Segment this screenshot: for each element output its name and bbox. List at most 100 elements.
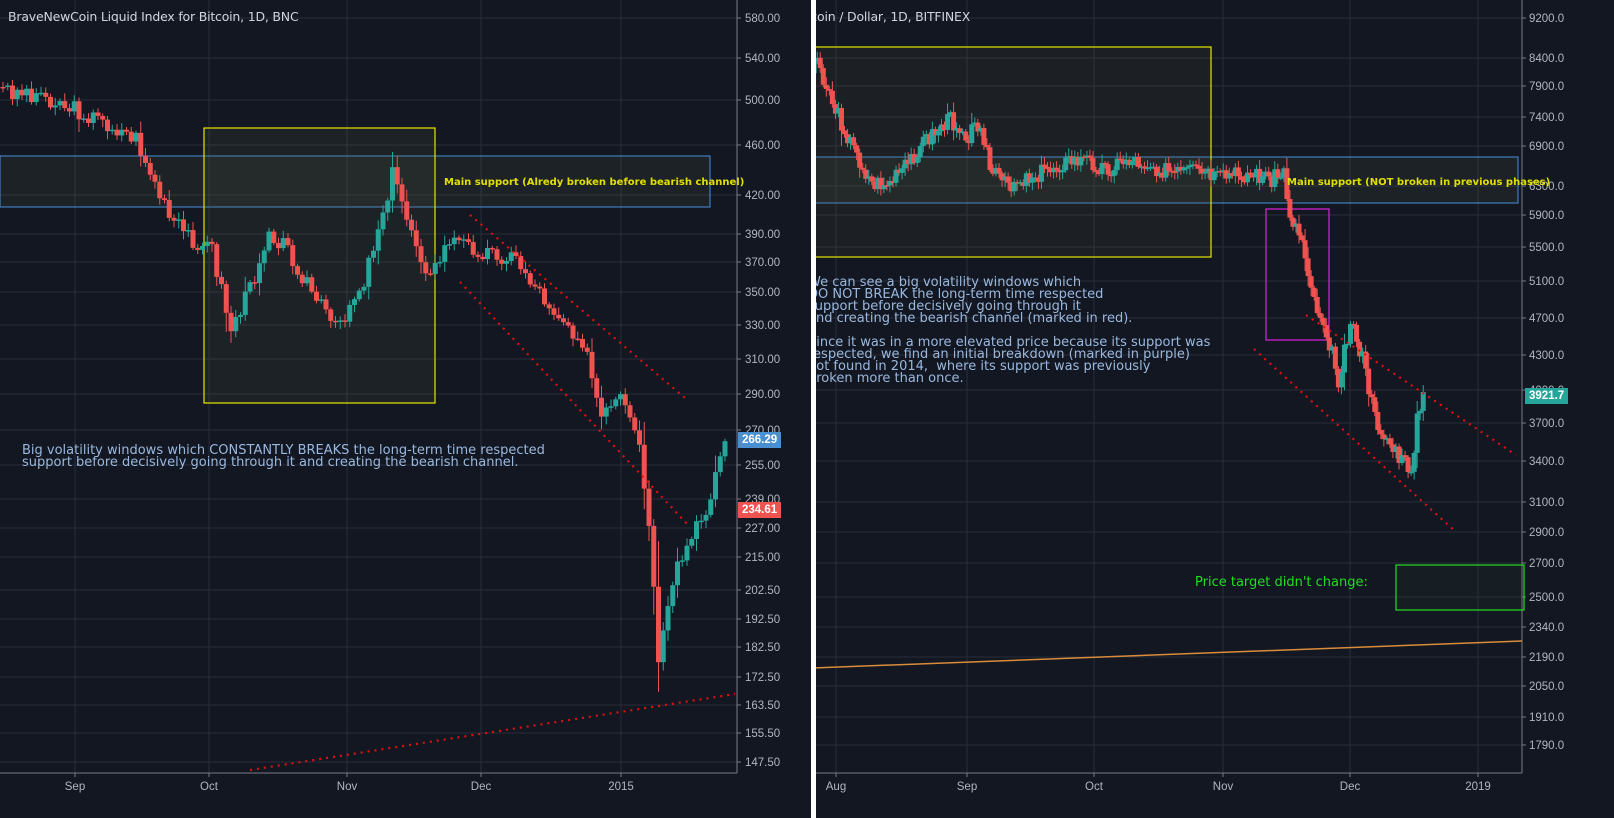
candle-body <box>1357 341 1363 357</box>
candle-body <box>817 57 823 69</box>
y-tick-label: 460.00 <box>745 140 780 152</box>
candle-body <box>975 122 981 132</box>
candle-body <box>371 250 376 258</box>
candle-body <box>1069 156 1075 165</box>
candle-body <box>1066 156 1072 158</box>
candle-body <box>233 316 239 332</box>
candle-body <box>157 181 163 199</box>
candle-body <box>1087 155 1093 158</box>
candle-body <box>1329 346 1335 351</box>
candle-body <box>152 174 158 182</box>
y-tick-label: 420.00 <box>745 190 780 202</box>
y-tick-label: 9200.0 <box>1529 13 1564 25</box>
candle-body <box>238 314 243 317</box>
breakdown-box <box>1265 208 1330 341</box>
candle-body <box>546 304 552 309</box>
candle-body <box>972 122 978 125</box>
candle-body <box>1169 170 1175 173</box>
candle-body <box>1029 177 1035 183</box>
candle-body <box>404 201 410 220</box>
candle-body <box>1084 155 1090 158</box>
candle-body <box>932 129 938 136</box>
candle-body <box>1014 181 1020 184</box>
candle-body <box>128 131 134 142</box>
left-chart-pane[interactable]: 580.00 540.00 500.00 460.00 420.00 390.00 370.… <box>0 0 811 818</box>
candle-body <box>1114 158 1120 171</box>
candle-body <box>966 140 972 144</box>
candle-body <box>361 286 367 291</box>
candle-body <box>247 282 253 292</box>
candle-body <box>1093 170 1099 172</box>
long-term-trendline <box>249 692 736 772</box>
candle-body <box>48 96 53 108</box>
candle-body <box>1390 444 1396 452</box>
candle-body <box>200 246 205 250</box>
y-tick-label: 4300.0 <box>1529 350 1564 362</box>
candle-body <box>1375 411 1381 431</box>
candle-body <box>423 262 429 274</box>
candle-body <box>1138 166 1144 168</box>
y-tick-label: 147.50 <box>745 757 780 769</box>
candle-body <box>1229 173 1235 176</box>
left-chart-canvas[interactable]: 580.00 540.00 500.00 460.00 420.00 390.00 370.… <box>0 0 811 818</box>
candle-body <box>1320 317 1326 326</box>
y-tick-label: 3400.0 <box>1529 456 1564 468</box>
candle-body <box>304 277 310 284</box>
left-price-tag-blue: 266.29 <box>738 432 782 448</box>
candle-body <box>1178 166 1184 171</box>
candle-body <box>1287 198 1293 218</box>
candle-body <box>1296 223 1302 236</box>
candle-body <box>190 230 196 248</box>
candle-body <box>1384 438 1390 440</box>
candle-body <box>954 128 960 131</box>
candle-body <box>1414 413 1420 453</box>
y-tick-label: 155.50 <box>745 728 780 740</box>
right-chart-canvas[interactable]: 9200.0 8400.0 7900.0 7400.0 6900.0 6300.0 5900… <box>816 0 1614 818</box>
y-tick-label: 7900.0 <box>1529 81 1564 93</box>
candle-body <box>960 131 966 134</box>
channel-lower-line <box>1253 348 1457 533</box>
candle-body <box>594 378 600 398</box>
candle-body <box>309 277 315 292</box>
candle-body <box>866 176 872 179</box>
y-tick-label: 350.00 <box>745 287 780 299</box>
candle-body <box>252 282 258 284</box>
candle-body <box>1348 323 1354 344</box>
candle-body <box>523 269 528 274</box>
candle-body <box>38 92 44 95</box>
candle-body <box>1199 168 1205 174</box>
candle-body <box>518 256 524 270</box>
candle-body <box>826 88 832 91</box>
candle-body <box>299 274 305 284</box>
x-tick-label: Sep <box>957 781 977 793</box>
candle-body <box>466 239 471 243</box>
candle-body <box>1335 368 1341 388</box>
y-tick-label: 5500.0 <box>1529 242 1564 254</box>
candle-body <box>105 119 110 132</box>
candle-body <box>878 177 884 190</box>
candle-body <box>1235 167 1241 177</box>
candle-body <box>863 169 869 179</box>
candle-body <box>143 155 148 163</box>
candle-body <box>1099 162 1105 175</box>
candle-body <box>656 586 661 663</box>
right-chart-pane[interactable]: 9200.0 8400.0 7900.0 7400.0 6900.0 6300.0 5900… <box>816 0 1614 818</box>
candle-body <box>1217 171 1223 173</box>
candle-body <box>29 88 34 103</box>
candle-body <box>352 299 357 305</box>
y-tick-label: 580.00 <box>745 13 780 25</box>
y-tick-label: 2900.0 <box>1529 527 1564 539</box>
candle-body <box>902 159 908 169</box>
candle-body <box>71 101 77 112</box>
candle-body <box>1332 346 1338 369</box>
candle-body <box>1151 166 1157 169</box>
candle-body <box>561 318 566 323</box>
left-price-tag-red: 234.61 <box>738 502 782 518</box>
candle-body <box>1293 223 1299 227</box>
candle-body <box>896 169 902 173</box>
candle-body <box>675 561 680 586</box>
x-tick-label: Oct <box>200 781 219 793</box>
candle-body <box>820 68 826 85</box>
candle-body <box>413 230 419 247</box>
candle-body <box>1148 167 1154 169</box>
